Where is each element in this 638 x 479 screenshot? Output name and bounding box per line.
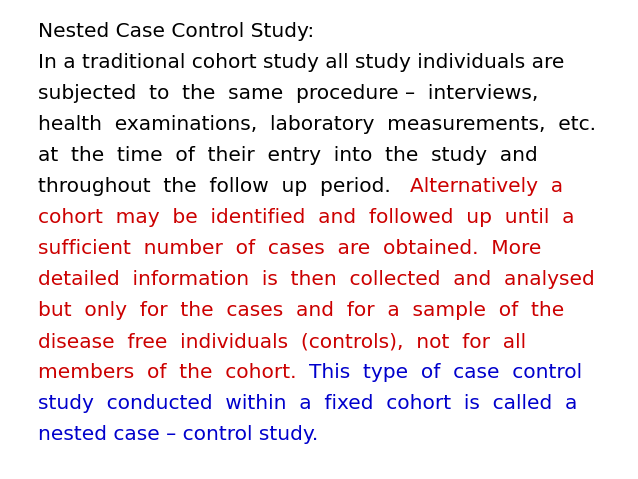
Text: Alternatively  a: Alternatively a [410,177,563,196]
Text: health  examinations,  laboratory  measurements,  etc.: health examinations, laboratory measurem… [38,115,596,134]
Text: sufficient  number  of  cases  are  obtained.  More: sufficient number of cases are obtained.… [38,239,542,258]
Text: This  type  of  case  control: This type of case control [309,363,582,382]
Text: subjected  to  the  same  procedure –  interviews,: subjected to the same procedure – interv… [38,84,538,103]
Text: nested case – control study.: nested case – control study. [38,425,318,444]
Text: disease  free  individuals  (controls),  not  for  all: disease free individuals (controls), not… [38,332,526,351]
Text: detailed  information  is  then  collected  and  analysed: detailed information is then collected a… [38,270,595,289]
Text: cohort  may  be  identified  and  followed  up  until  a: cohort may be identified and followed up… [38,208,574,227]
Text: study  conducted  within  a  fixed  cohort  is  called  a: study conducted within a fixed cohort is… [38,394,577,413]
Text: throughout  the  follow  up  period.: throughout the follow up period. [38,177,410,196]
Text: Nested Case Control Study:: Nested Case Control Study: [38,22,315,41]
Text: In a traditional cohort study all study individuals are: In a traditional cohort study all study … [38,53,565,72]
Text: members  of  the  cohort.: members of the cohort. [38,363,309,382]
Text: at  the  time  of  their  entry  into  the  study  and: at the time of their entry into the stud… [38,146,538,165]
Text: but  only  for  the  cases  and  for  a  sample  of  the: but only for the cases and for a sample … [38,301,564,320]
